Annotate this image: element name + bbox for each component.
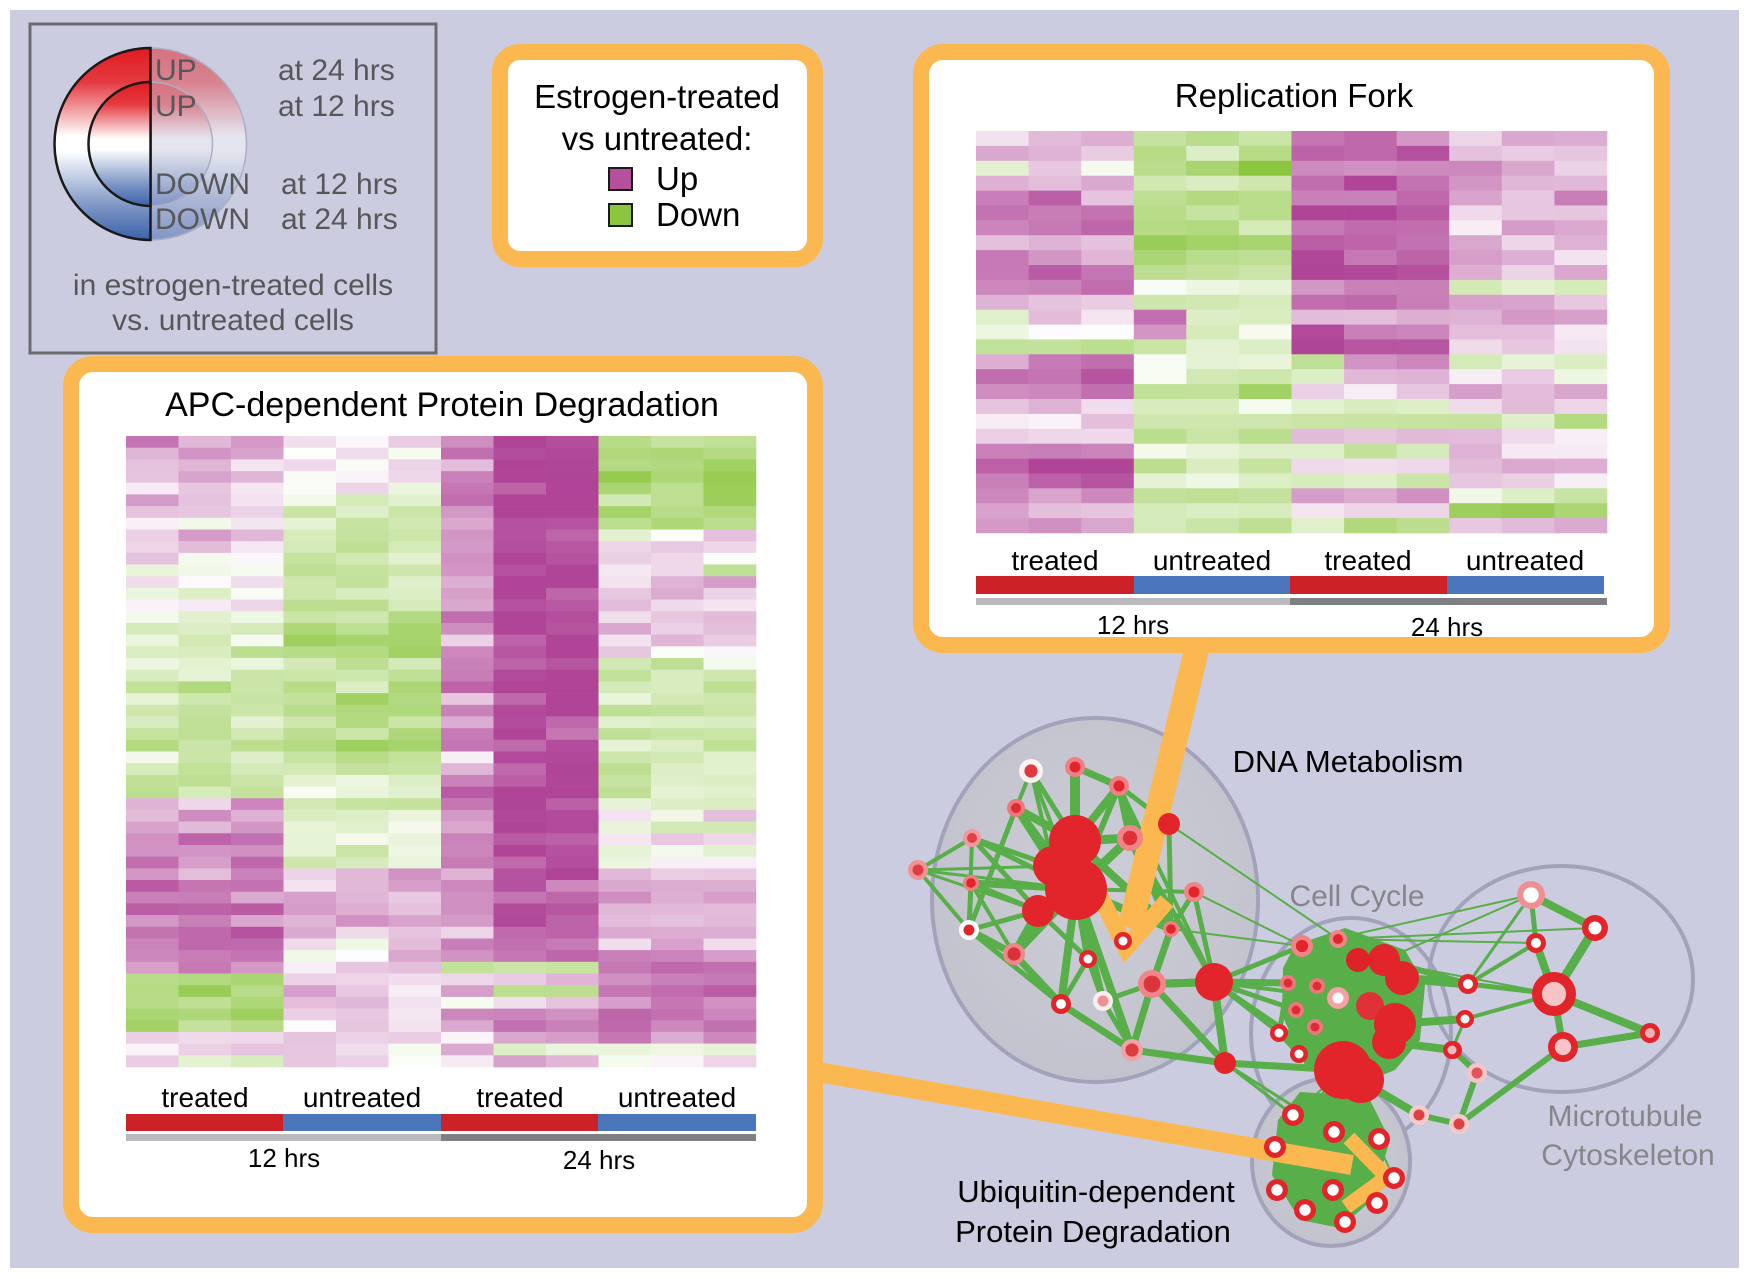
svg-text:Estrogen-treated: Estrogen-treated: [534, 78, 780, 115]
svg-text:untreated: untreated: [1466, 545, 1584, 576]
svg-text:treated: treated: [161, 1082, 248, 1113]
svg-text:DOWN: DOWN: [155, 168, 250, 201]
svg-text:untreated: untreated: [303, 1082, 421, 1113]
svg-text:Down: Down: [656, 196, 740, 233]
svg-text:vs. untreated cells: vs. untreated cells: [112, 304, 354, 337]
svg-text:Cell Cycle: Cell Cycle: [1289, 880, 1424, 913]
svg-text:Protein Degradation: Protein Degradation: [955, 1214, 1231, 1249]
svg-text:12 hrs: 12 hrs: [1097, 610, 1169, 640]
svg-text:24 hrs: 24 hrs: [1411, 612, 1483, 642]
svg-text:vs untreated:: vs untreated:: [562, 120, 753, 157]
svg-text:Ubiquitin-dependent: Ubiquitin-dependent: [957, 1174, 1235, 1209]
svg-text:treated: treated: [476, 1082, 563, 1113]
svg-text:Cytoskeleton: Cytoskeleton: [1541, 1139, 1714, 1172]
svg-text:UP: UP: [155, 54, 197, 87]
svg-text:in estrogen-treated cells: in estrogen-treated cells: [73, 269, 393, 302]
svg-text:DNA Metabolism: DNA Metabolism: [1233, 744, 1464, 779]
svg-text:24 hrs: 24 hrs: [563, 1145, 635, 1175]
svg-text:at 12 hrs: at 12 hrs: [278, 90, 395, 123]
svg-text:12 hrs: 12 hrs: [248, 1143, 320, 1173]
svg-text:at 24 hrs: at 24 hrs: [281, 203, 398, 236]
svg-text:UP: UP: [155, 90, 197, 123]
svg-text:Up: Up: [656, 160, 698, 197]
svg-text:at 24 hrs: at 24 hrs: [278, 54, 395, 87]
svg-text:Replication Fork: Replication Fork: [1175, 77, 1414, 114]
svg-text:treated: treated: [1324, 545, 1411, 576]
svg-text:at 12 hrs: at 12 hrs: [281, 168, 398, 201]
svg-text:untreated: untreated: [1153, 545, 1271, 576]
svg-text:Microtubule: Microtubule: [1547, 1100, 1702, 1133]
svg-text:treated: treated: [1011, 545, 1098, 576]
svg-text:APC-dependent Protein Degradat: APC-dependent Protein Degradation: [165, 386, 719, 424]
svg-text:DOWN: DOWN: [155, 203, 250, 236]
svg-text:untreated: untreated: [618, 1082, 736, 1113]
